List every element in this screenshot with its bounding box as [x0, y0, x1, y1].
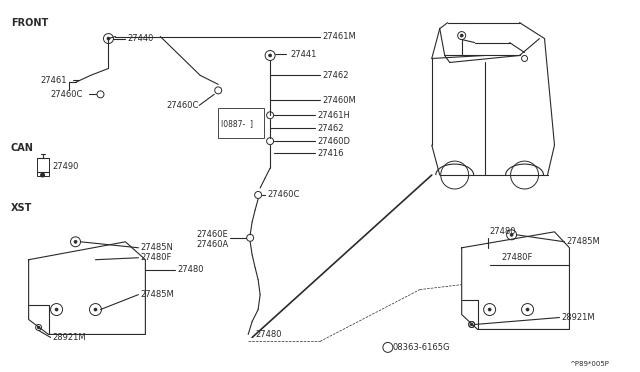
Text: 27416: 27416 [317, 149, 344, 158]
Circle shape [460, 34, 463, 37]
Text: 27440: 27440 [127, 34, 154, 43]
Text: 27480: 27480 [490, 227, 516, 236]
Text: 08363-6165G: 08363-6165G [393, 343, 451, 352]
Text: 27485M: 27485M [566, 237, 600, 246]
Circle shape [37, 326, 40, 329]
Text: 27480: 27480 [255, 330, 282, 339]
Text: 27461H: 27461H [317, 111, 350, 120]
Bar [218, 108, 264, 138]
Text: 28921M: 28921M [561, 313, 595, 322]
Text: 27485M: 27485M [140, 290, 174, 299]
Text: 27460A: 27460A [196, 240, 228, 249]
Circle shape [470, 323, 473, 326]
Text: 27485N: 27485N [140, 243, 173, 252]
Text: 27480F: 27480F [140, 253, 172, 262]
Bar [36, 158, 49, 176]
Text: 27462: 27462 [317, 124, 344, 133]
Text: 27460D: 27460D [317, 137, 350, 146]
Text: ^P89*005P: ^P89*005P [570, 361, 609, 367]
Text: 27480: 27480 [177, 265, 204, 274]
Circle shape [107, 37, 110, 40]
Text: 27460M: 27460M [322, 96, 356, 105]
Text: 27490: 27490 [52, 161, 79, 171]
Text: 27462: 27462 [322, 71, 349, 80]
Text: CAN: CAN [11, 143, 33, 153]
Circle shape [74, 240, 77, 243]
Circle shape [488, 308, 491, 311]
Text: 27480F: 27480F [502, 253, 533, 262]
Text: 27460E: 27460E [196, 230, 228, 239]
Circle shape [269, 54, 271, 57]
Circle shape [526, 308, 529, 311]
Text: I0887-  ]: I0887- ] [221, 119, 253, 128]
Circle shape [510, 233, 513, 236]
Text: 27461: 27461 [40, 76, 67, 85]
Circle shape [94, 308, 97, 311]
Text: 27460C: 27460C [166, 101, 198, 110]
Text: 27460C: 27460C [51, 90, 83, 99]
Circle shape [40, 173, 45, 177]
Text: 27461M: 27461M [322, 32, 356, 41]
Text: FRONT: FRONT [11, 17, 48, 28]
Text: 27460C: 27460C [267, 190, 300, 199]
Circle shape [55, 308, 58, 311]
Text: 28921M: 28921M [52, 333, 86, 342]
Text: XST: XST [11, 203, 32, 213]
Text: 27441: 27441 [290, 50, 316, 59]
